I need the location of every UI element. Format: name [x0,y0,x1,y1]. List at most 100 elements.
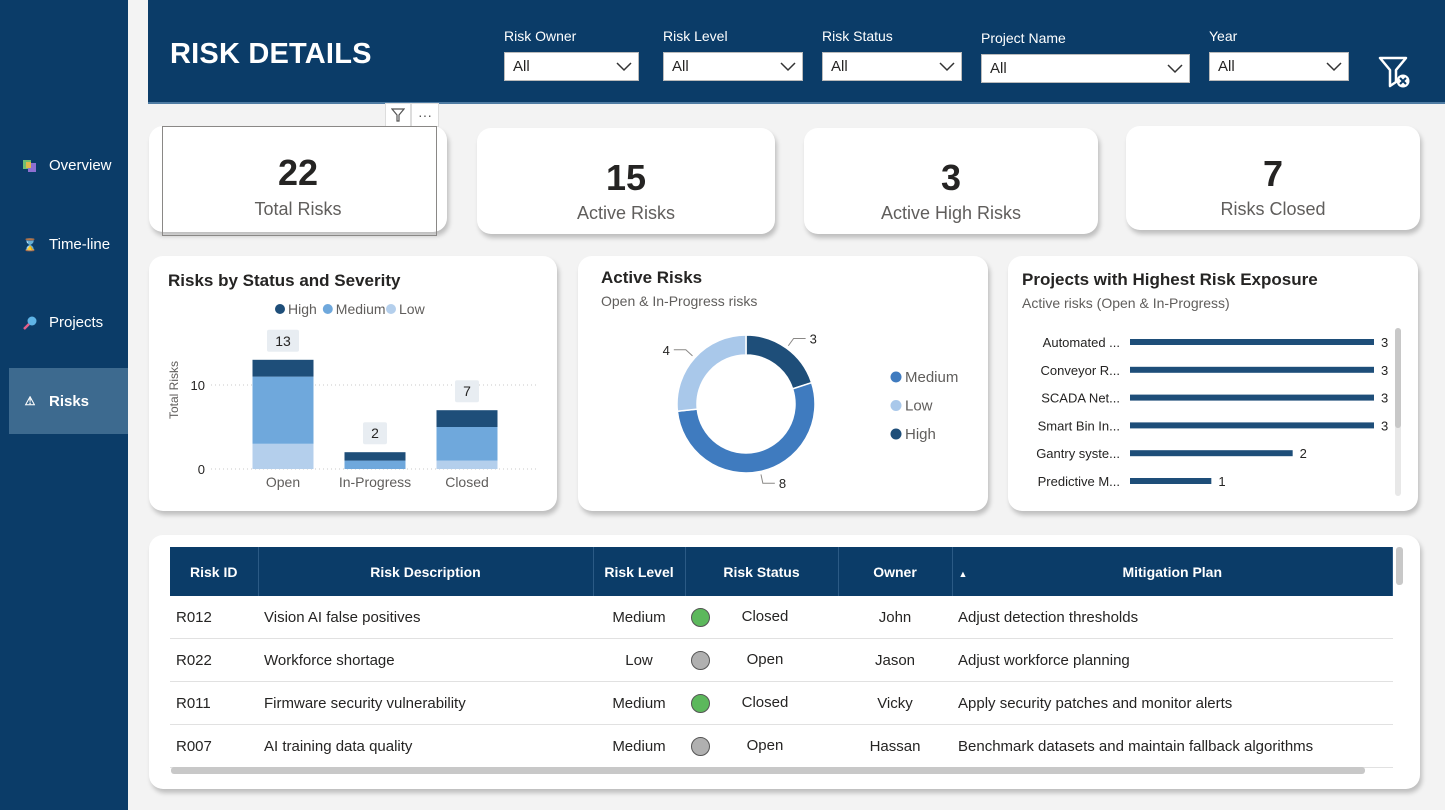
x-tick-label: Closed [445,474,489,490]
risk-status-dropdown[interactable]: All [822,52,962,81]
year-dropdown[interactable]: All [1209,52,1349,81]
cell-risk-level: Medium [593,681,685,725]
cell-mitigation-plan: Adjust detection thresholds [952,596,1393,639]
table-row[interactable]: R022 Workforce shortage Low Open Jason Adjust… [170,638,1393,682]
data-label: 3 [1381,418,1388,433]
y-axis-label: Total Risks [167,361,181,419]
cell-risk-status: Open [685,724,838,768]
leader-line [673,349,693,357]
nav-label: Overview [49,157,112,174]
slicer-risk-owner: Risk Owner All [504,28,639,81]
category-label: Predictive M... [1038,474,1120,489]
table-horizontal-scrollbar[interactable] [171,767,1365,774]
bar [1130,339,1374,345]
project-name-dropdown[interactable]: All [981,54,1190,83]
kpi-card-active-high-risks: 3 Active High Risks [804,128,1098,234]
cell-risk-id: R012 [170,596,258,639]
column-header-risk-id[interactable]: Risk ID [170,547,259,596]
visual-focus-border [162,126,437,236]
legend-label: Low [905,398,933,415]
legend-label: Low [399,301,426,317]
slicer-risk-status: Risk Status All [822,28,962,81]
visual-filter-icon[interactable] [385,103,411,127]
data-label: 8 [779,476,786,491]
stacked-bar-chart: High Medium Low 0 10 Total Risks Open 13 In-Prog… [167,301,539,490]
kpi-label: Active Risks [576,203,675,223]
dropdown-value: All [672,58,689,75]
cell-risk-id: R011 [170,681,258,725]
bar-segment-medium [252,376,314,444]
kpi-value: 15 [605,157,647,198]
nav-item-overview[interactable]: Overview [9,146,128,185]
clear-filters-icon[interactable] [1377,54,1413,90]
legend-marker [890,428,902,440]
category-label: Automated ... [1043,335,1120,350]
cell-risk-id: R007 [170,724,258,768]
kpi-value: 3 [940,157,962,198]
leader-line [787,337,806,347]
data-label-background [267,329,299,352]
bar [1130,478,1212,484]
slicer-label: Project Name [981,30,1066,46]
cell-owner: Jason [838,638,952,682]
warning-icon: ⚠ [24,394,36,408]
bar-segment-medium [436,427,498,461]
table-row[interactable]: R007 AI training data quality Medium Open Ha… [170,724,1393,768]
bar [1130,366,1374,373]
data-label: 4 [663,343,670,358]
donut-slice-medium [676,381,816,474]
sidebar-nav: Overview ⌛ Time-line Projects ⚠ Risks [0,0,128,810]
cell-owner: Vicky [838,681,952,725]
sort-ascending-icon: ▲ [958,569,968,579]
kpi-card-total-risks: 22 Total Risks [149,126,447,232]
status-indicator-icon [691,693,710,713]
x-tick-label: Open [266,474,300,490]
table-row[interactable]: R011 Firmware security vulnerability Mediu… [170,681,1393,725]
data-label: 3 [1381,391,1388,406]
nav-item-risks[interactable]: ⚠ Risks [9,368,128,434]
kpi-value: 22 [277,152,319,193]
data-label-background [363,422,387,445]
risk-owner-dropdown[interactable]: All [504,52,639,81]
legend-marker [275,304,285,314]
slicer-label: Risk Status [822,28,893,44]
nav-item-timeline[interactable]: ⌛ Time-line [9,225,128,264]
column-header-owner[interactable]: Owner [838,547,953,596]
cell-risk-description: Workforce shortage [258,638,593,682]
chart-subtitle: Active risks (Open & In-Progress) [1022,295,1230,311]
kpi-card-risks-closed: 7 Risks Closed [1126,126,1420,230]
cell-owner: Hassan [838,724,952,768]
table-vertical-scrollbar[interactable] [1396,547,1403,585]
status-text: Open [746,650,784,668]
nav-label: Time-line [49,236,111,253]
nav-item-projects[interactable]: Projects [9,303,128,342]
bar-segment-high [252,359,314,377]
table-header-row: Risk ID Risk Description Risk Level Risk… [170,547,1393,596]
chart-card-risk-exposure: Projects with Highest Risk Exposure Acti… [1008,256,1418,511]
cell-risk-description: Firmware security vulnerability [258,681,593,725]
chevron-down-icon [1167,63,1183,73]
dropdown-value: All [990,60,1007,77]
page-title: RISK DETAILS [170,38,372,70]
more-options-icon[interactable]: ··· [411,103,439,127]
category-label: Gantry syste... [1036,446,1120,461]
table-row[interactable]: R012 Vision AI false positives Medium Close… [170,596,1393,639]
column-header-mitigation-plan[interactable]: ▲ Mitigation Plan [952,547,1393,596]
donut-chart: 3 8 4 Medium Low High [663,331,959,491]
y-tick-label: 10 [191,378,205,393]
nav-label: Risks [49,392,90,410]
legend-marker [386,304,396,314]
y-tick-label: 0 [198,462,205,477]
cell-risk-description: AI training data quality [258,724,593,768]
overview-icon [23,159,37,173]
column-header-risk-status[interactable]: Risk Status [685,547,839,596]
chart-scrollbar[interactable] [1395,328,1401,496]
risk-level-dropdown[interactable]: All [663,52,803,81]
bar-segment-low [436,460,498,469]
column-header-risk-description[interactable]: Risk Description [258,547,594,596]
data-label: 3 [1381,363,1388,378]
column-header-risk-level[interactable]: Risk Level [593,547,686,596]
bar [1130,422,1374,429]
cell-risk-level: Medium [593,596,685,639]
chevron-down-icon [939,61,955,71]
